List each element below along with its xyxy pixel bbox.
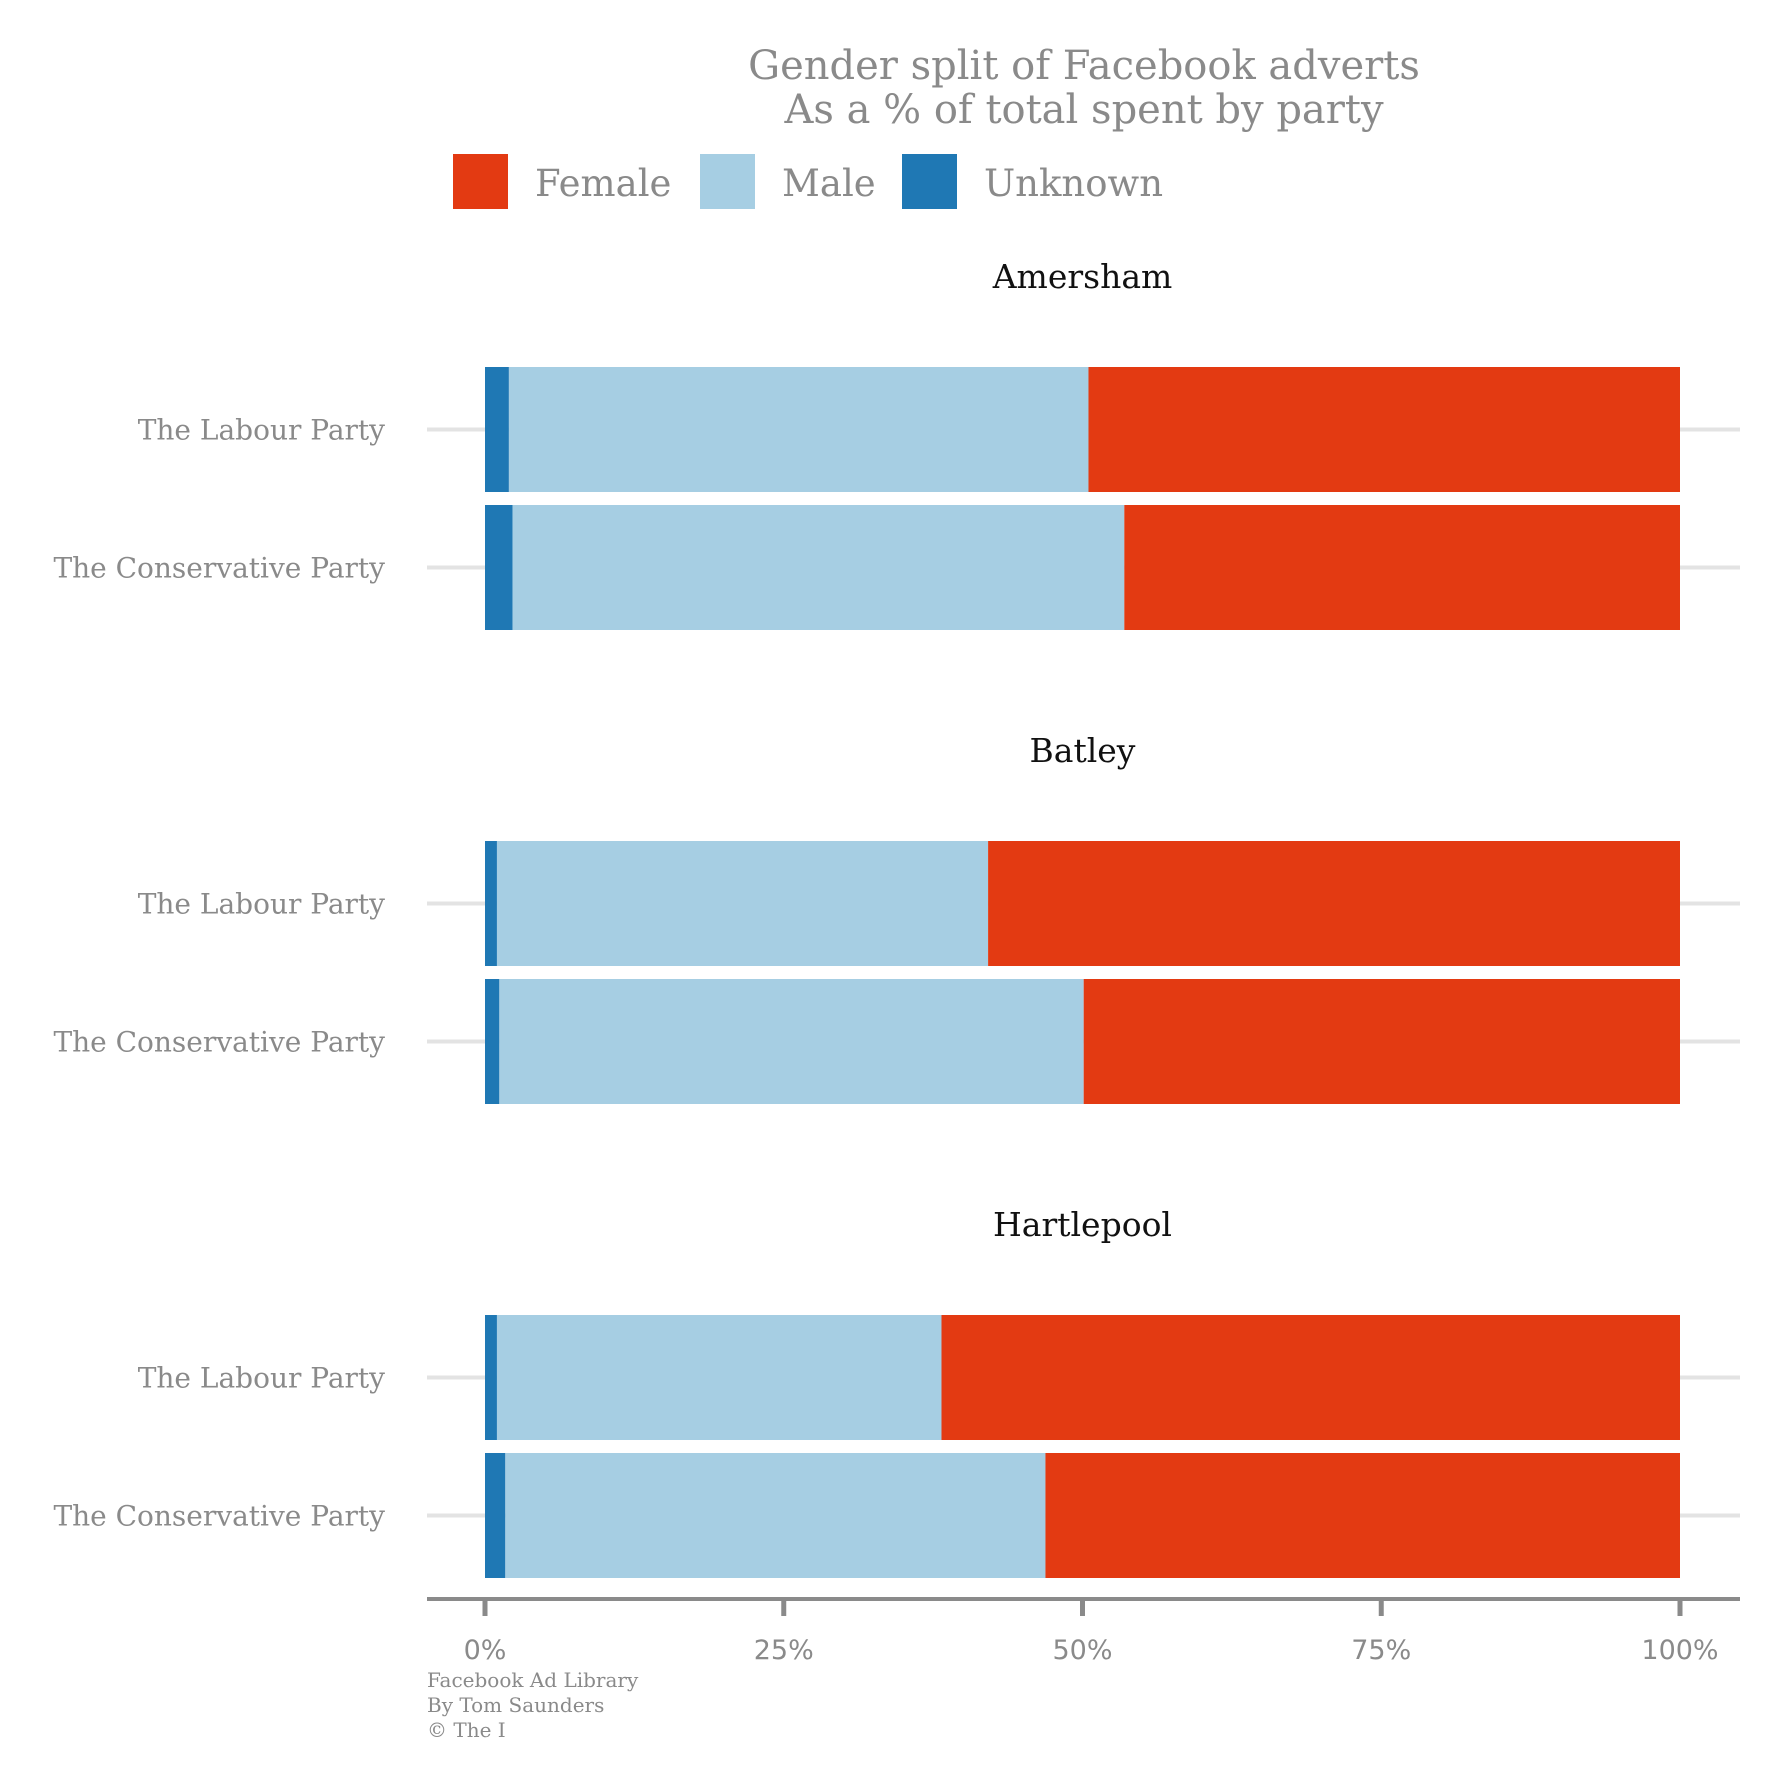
bar-segment-female (1045, 1453, 1680, 1578)
caption-line: By Tom Saunders (427, 1693, 604, 1717)
bar-segment-male (508, 367, 1089, 492)
legend: Female Male Unknown (453, 154, 1163, 209)
bar-segment-female (1083, 979, 1680, 1104)
bar-segment-male (505, 1453, 1046, 1578)
legend-label-female: Female (535, 162, 671, 205)
category-label: The Labour Party (138, 414, 385, 447)
category-label: The Labour Party (138, 888, 385, 921)
category-label: The Conservative Party (53, 1026, 385, 1059)
chart-title: Gender split of Facebook adverts (748, 43, 1420, 89)
bar-segment-unknown (485, 505, 513, 630)
category-label: The Labour Party (138, 1362, 385, 1395)
chart-subtitle: As a % of total spent by party (783, 87, 1384, 133)
legend-swatch-unknown (902, 154, 957, 209)
bar-segment-unknown (485, 841, 497, 966)
facet-hartlepool: Hartlepool The Labour Party The Conservati… (53, 1205, 1740, 1578)
x-tick-label: 50% (1052, 1635, 1112, 1666)
x-tick-label: 0% (464, 1635, 507, 1666)
legend-label-male: Male (782, 162, 876, 205)
bar-segment-male (499, 979, 1084, 1104)
category-label: The Conservative Party (53, 552, 385, 585)
facet-title: Batley (1030, 731, 1136, 770)
bar-segment-unknown (485, 1315, 497, 1440)
x-tick-label: 75% (1351, 1635, 1411, 1666)
bar-segment-female (1124, 505, 1680, 630)
x-tick-label: 25% (754, 1635, 814, 1666)
x-axis: 0% 25% 50% 75% 100% (427, 1597, 1740, 1666)
bar-segment-unknown (485, 367, 509, 492)
bar-segment-male (496, 1315, 942, 1440)
category-label: The Conservative Party (53, 1500, 385, 1533)
facet-batley: Batley The Labour Party The Conservative P… (53, 731, 1740, 1104)
bar-segment-female (988, 841, 1680, 966)
bar-segment-female (1088, 367, 1680, 492)
bar-segment-female (941, 1315, 1680, 1440)
x-tick-label: 100% (1641, 1635, 1718, 1666)
caption-line: © The I (427, 1718, 506, 1742)
bar-segment-male (512, 505, 1125, 630)
bar-segment-male (496, 841, 989, 966)
bar-segment-unknown (485, 1453, 506, 1578)
facet-title: Amersham (992, 257, 1173, 296)
facet-amersham: Amersham The Labour Party The Conservative… (53, 257, 1740, 630)
facets: Amersham The Labour Party The Conservative… (53, 257, 1740, 1578)
caption-line: Facebook Ad Library (427, 1668, 639, 1692)
legend-swatch-male (700, 154, 755, 209)
legend-swatch-female (453, 154, 508, 209)
facet-title: Hartlepool (993, 1205, 1172, 1244)
legend-label-unknown: Unknown (984, 162, 1163, 205)
bar-segment-unknown (485, 979, 500, 1104)
